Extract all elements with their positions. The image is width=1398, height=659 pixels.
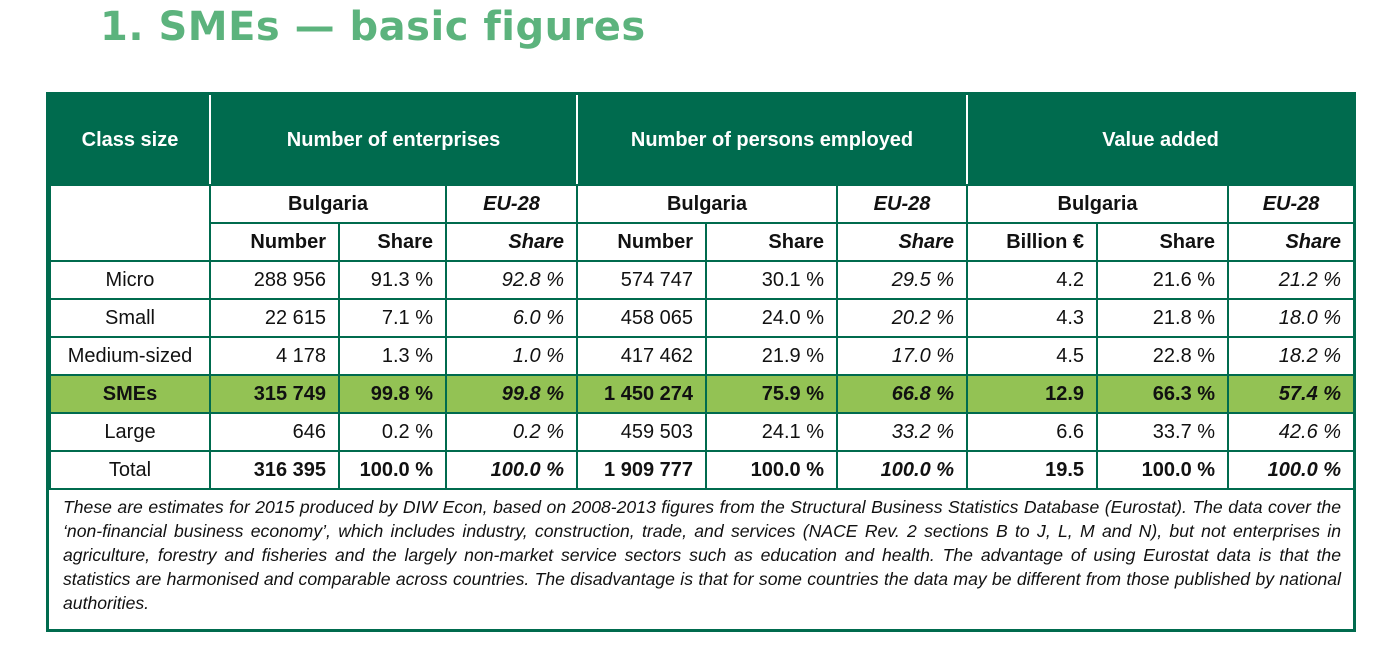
cell-enterprises-eu-share: 99.8 % xyxy=(445,374,578,414)
table-row-small: Small 22 615 7.1 % 6.0 % 458 065 24.0 % … xyxy=(49,298,1356,338)
cell-persons-share: 24.0 % xyxy=(705,298,838,338)
cell-value-added-billion: 6.6 xyxy=(966,412,1099,452)
col-enterprises-share: Share xyxy=(338,222,447,262)
col-persons-eu-share: Share xyxy=(835,222,969,262)
cell-persons-number: 1 450 274 xyxy=(576,374,707,414)
cell-enterprises-share: 91.3 % xyxy=(338,260,447,300)
cell-value-added-eu-share: 21.2 % xyxy=(1227,260,1356,300)
cell-value-added-billion: 4.2 xyxy=(966,260,1099,300)
cell-enterprises-number: 288 956 xyxy=(209,260,340,300)
row-label: SMEs xyxy=(49,374,211,414)
header-persons-employed: Number of persons employed xyxy=(575,95,969,186)
cell-persons-eu-share: 100.0 % xyxy=(835,450,969,490)
cell-enterprises-eu-share: 100.0 % xyxy=(445,450,578,490)
table-footnote: These are estimates for 2015 produced by… xyxy=(63,497,1341,613)
table-row-medium-sized: Medium-sized 4 178 1.3 % 1.0 % 417 462 2… xyxy=(49,336,1356,376)
cell-value-added-share: 66.3 % xyxy=(1096,374,1230,414)
row-label: Small xyxy=(49,298,211,338)
cell-value-added-share: 21.8 % xyxy=(1096,298,1230,338)
cell-value-added-billion: 4.5 xyxy=(966,336,1099,376)
header-enterprises: Number of enterprises xyxy=(209,95,578,186)
table-subheader-row: Bulgaria EU-28 Bulgaria EU-28 Bulgaria E… xyxy=(49,184,1356,262)
header-class-size: Class size xyxy=(49,95,211,186)
cell-enterprises-share: 99.8 % xyxy=(338,374,447,414)
table-row-large: Large 646 0.2 % 0.2 % 459 503 24.1 % 33.… xyxy=(49,412,1356,452)
header-value-added: Value added xyxy=(966,95,1356,186)
cell-persons-share: 30.1 % xyxy=(705,260,838,300)
row-label: Micro xyxy=(49,260,211,300)
cell-enterprises-number: 315 749 xyxy=(209,374,340,414)
col-persons-share: Share xyxy=(705,222,838,262)
cell-persons-number: 1 909 777 xyxy=(576,450,707,490)
col-value-added-eu-share: Share xyxy=(1227,222,1356,262)
table-row-total: Total 316 395 100.0 % 100.0 % 1 909 777 … xyxy=(49,450,1356,490)
cell-persons-share: 24.1 % xyxy=(705,412,838,452)
cell-enterprises-share: 100.0 % xyxy=(338,450,447,490)
table-row-micro: Micro 288 956 91.3 % 92.8 % 574 747 30.1… xyxy=(49,260,1356,300)
cell-value-added-billion: 12.9 xyxy=(966,374,1099,414)
cell-value-added-eu-share: 57.4 % xyxy=(1227,374,1356,414)
enterprises-country-header: Bulgaria xyxy=(209,184,447,224)
col-value-added-share: Share xyxy=(1096,222,1230,262)
cell-value-added-eu-share: 42.6 % xyxy=(1227,412,1356,452)
cell-persons-eu-share: 20.2 % xyxy=(835,298,969,338)
row-label: Medium-sized xyxy=(49,336,211,376)
cell-enterprises-number: 646 xyxy=(209,412,340,452)
cell-enterprises-eu-share: 1.0 % xyxy=(445,336,578,376)
cell-persons-number: 574 747 xyxy=(576,260,707,300)
cell-enterprises-number: 316 395 xyxy=(209,450,340,490)
cell-persons-eu-share: 29.5 % xyxy=(835,260,969,300)
col-persons-number: Number xyxy=(576,222,707,262)
cell-enterprises-eu-share: 92.8 % xyxy=(445,260,578,300)
table-row-smes: SMEs 315 749 99.8 % 99.8 % 1 450 274 75.… xyxy=(49,374,1356,414)
sme-figures-table: Class size Number of enterprises Number … xyxy=(49,95,1356,490)
value-added-country-header: Bulgaria xyxy=(966,184,1230,224)
cell-persons-number: 459 503 xyxy=(576,412,707,452)
cell-enterprises-number: 4 178 xyxy=(209,336,340,376)
cell-enterprises-share: 0.2 % xyxy=(338,412,447,452)
cell-enterprises-number: 22 615 xyxy=(209,298,340,338)
enterprises-eu-header: EU-28 xyxy=(445,184,578,224)
cell-value-added-share: 21.6 % xyxy=(1096,260,1230,300)
cell-value-added-eu-share: 18.0 % xyxy=(1227,298,1356,338)
cell-persons-share: 21.9 % xyxy=(705,336,838,376)
cell-value-added-eu-share: 18.2 % xyxy=(1227,336,1356,376)
cell-value-added-eu-share: 100.0 % xyxy=(1227,450,1356,490)
cell-persons-eu-share: 66.8 % xyxy=(835,374,969,414)
col-enterprises-eu-share: Share xyxy=(445,222,578,262)
col-value-added-billion: Billion € xyxy=(966,222,1099,262)
header-blank-cell xyxy=(49,184,211,262)
cell-value-added-billion: 19.5 xyxy=(966,450,1099,490)
cell-persons-number: 417 462 xyxy=(576,336,707,376)
cell-enterprises-share: 7.1 % xyxy=(338,298,447,338)
page-title: 1. SMEs — basic figures xyxy=(100,4,646,50)
cell-value-added-share: 33.7 % xyxy=(1096,412,1230,452)
cell-persons-share: 100.0 % xyxy=(705,450,838,490)
cell-value-added-share: 22.8 % xyxy=(1096,336,1230,376)
cell-value-added-billion: 4.3 xyxy=(966,298,1099,338)
table-column-header-row: Number Share Share Number Share Share Bi… xyxy=(50,222,1356,262)
persons-eu-header: EU-28 xyxy=(835,184,969,224)
cell-value-added-share: 100.0 % xyxy=(1096,450,1230,490)
cell-persons-eu-share: 17.0 % xyxy=(835,336,969,376)
row-label: Total xyxy=(49,450,211,490)
persons-country-header: Bulgaria xyxy=(576,184,838,224)
row-label: Large xyxy=(49,412,211,452)
cell-persons-number: 458 065 xyxy=(576,298,707,338)
sme-figures-table-frame: Class size Number of enterprises Number … xyxy=(46,92,1356,632)
cell-enterprises-eu-share: 0.2 % xyxy=(445,412,578,452)
value-added-eu-header: EU-28 xyxy=(1227,184,1356,224)
cell-persons-eu-share: 33.2 % xyxy=(835,412,969,452)
cell-enterprises-share: 1.3 % xyxy=(338,336,447,376)
cell-persons-share: 75.9 % xyxy=(705,374,838,414)
cell-enterprises-eu-share: 6.0 % xyxy=(445,298,578,338)
col-enterprises-number: Number xyxy=(209,222,340,262)
table-header-row: Class size Number of enterprises Number … xyxy=(49,95,1356,186)
